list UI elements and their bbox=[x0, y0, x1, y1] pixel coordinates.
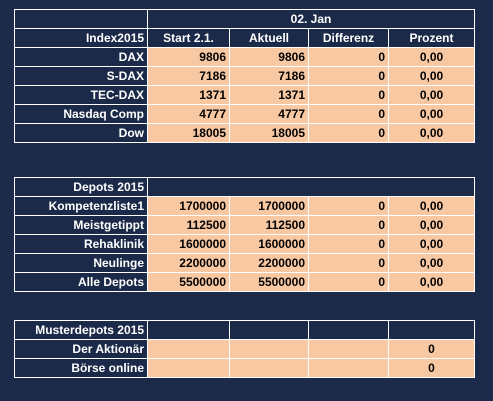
table-row: Alle Depots 5500000 5500000 0 0,00 bbox=[14, 272, 475, 292]
header-current[interactable]: Aktuell bbox=[229, 28, 309, 48]
current-value[interactable]: 1700000 bbox=[229, 196, 309, 216]
cell-empty[interactable] bbox=[308, 320, 389, 340]
current-value[interactable]: 5500000 bbox=[229, 272, 309, 292]
depots-header-row: Depots 2015 bbox=[14, 177, 475, 197]
diff-value[interactable]: 0 bbox=[308, 215, 389, 235]
row-label[interactable]: Alle Depots bbox=[14, 272, 148, 292]
row-label[interactable]: TEC-DAX bbox=[14, 85, 148, 105]
current-value[interactable]: 1371 bbox=[229, 85, 309, 105]
start-value[interactable] bbox=[147, 339, 230, 359]
start-value[interactable]: 5500000 bbox=[147, 272, 230, 292]
musterdepots-header-row: Musterdepots 2015 bbox=[14, 320, 475, 340]
pct-value[interactable]: 0,00 bbox=[388, 85, 475, 105]
pct-value[interactable]: 0,00 bbox=[388, 253, 475, 273]
depots-table: Depots 2015 Kompetenzliste1 1700000 1700… bbox=[14, 177, 475, 292]
start-value[interactable]: 9806 bbox=[147, 47, 230, 67]
diff-value[interactable]: 0 bbox=[308, 253, 389, 273]
diff-value[interactable]: 0 bbox=[308, 104, 389, 124]
diff-value[interactable]: 0 bbox=[308, 196, 389, 216]
diff-value[interactable]: 0 bbox=[308, 66, 389, 86]
row-label[interactable]: S-DAX bbox=[14, 66, 148, 86]
cell-empty[interactable] bbox=[147, 320, 230, 340]
current-value[interactable] bbox=[229, 358, 309, 378]
cell-empty[interactable] bbox=[147, 177, 475, 197]
current-value[interactable]: 4777 bbox=[229, 104, 309, 124]
current-value[interactable]: 1600000 bbox=[229, 234, 309, 254]
table-row: Rehaklinik 1600000 1600000 0 0,00 bbox=[14, 234, 475, 254]
table-row: Der Aktionär 0 bbox=[14, 339, 475, 359]
current-value[interactable]: 9806 bbox=[229, 47, 309, 67]
row-label[interactable]: Meistgetippt bbox=[14, 215, 148, 235]
current-value[interactable]: 2200000 bbox=[229, 253, 309, 273]
musterdepots-title[interactable]: Musterdepots 2015 bbox=[14, 320, 148, 340]
current-value[interactable]: 112500 bbox=[229, 215, 309, 235]
header-diff[interactable]: Differenz bbox=[308, 28, 389, 48]
row-label[interactable]: Der Aktionär bbox=[14, 339, 148, 359]
pct-value[interactable]: 0,00 bbox=[388, 104, 475, 124]
pct-value[interactable]: 0,00 bbox=[388, 234, 475, 254]
table-row: Dow 18005 18005 0 0,00 bbox=[14, 123, 475, 143]
row-label[interactable]: Dow bbox=[14, 123, 148, 143]
date-row: 02. Jan bbox=[14, 9, 475, 29]
row-label[interactable]: Nasdaq Comp bbox=[14, 104, 148, 124]
column-header-row: Index2015 Start 2.1. Aktuell Differenz P… bbox=[14, 28, 475, 48]
row-label[interactable]: Kompetenzliste1 bbox=[14, 196, 148, 216]
start-value[interactable]: 112500 bbox=[147, 215, 230, 235]
table-row: Neulinge 2200000 2200000 0 0,00 bbox=[14, 253, 475, 273]
cell-empty[interactable] bbox=[14, 9, 148, 29]
header-start[interactable]: Start 2.1. bbox=[147, 28, 230, 48]
diff-value[interactable] bbox=[308, 358, 389, 378]
start-value[interactable] bbox=[147, 358, 230, 378]
cell-empty[interactable] bbox=[229, 320, 309, 340]
header-index[interactable]: Index2015 bbox=[14, 28, 148, 48]
diff-value[interactable]: 0 bbox=[308, 85, 389, 105]
table-row: Nasdaq Comp 4777 4777 0 0,00 bbox=[14, 104, 475, 124]
start-value[interactable]: 1371 bbox=[147, 85, 230, 105]
diff-value[interactable]: 0 bbox=[308, 47, 389, 67]
start-value[interactable]: 1700000 bbox=[147, 196, 230, 216]
row-label[interactable]: DAX bbox=[14, 47, 148, 67]
depots-title[interactable]: Depots 2015 bbox=[14, 177, 148, 197]
table-row: DAX 9806 9806 0 0,00 bbox=[14, 47, 475, 67]
table-row: Börse online 0 bbox=[14, 358, 475, 378]
current-value[interactable]: 18005 bbox=[229, 123, 309, 143]
date-header[interactable]: 02. Jan bbox=[147, 9, 475, 29]
start-value[interactable]: 1600000 bbox=[147, 234, 230, 254]
row-label[interactable]: Neulinge bbox=[14, 253, 148, 273]
diff-value[interactable] bbox=[308, 339, 389, 359]
table-row: Meistgetippt 112500 112500 0 0,00 bbox=[14, 215, 475, 235]
pct-value[interactable]: 0,00 bbox=[388, 215, 475, 235]
start-value[interactable]: 18005 bbox=[147, 123, 230, 143]
current-value[interactable] bbox=[229, 339, 309, 359]
pct-value[interactable]: 0,00 bbox=[388, 272, 475, 292]
current-value[interactable]: 7186 bbox=[229, 66, 309, 86]
row-label[interactable]: Rehaklinik bbox=[14, 234, 148, 254]
cell-empty[interactable] bbox=[388, 320, 475, 340]
pct-value[interactable]: 0 bbox=[388, 358, 475, 378]
diff-value[interactable]: 0 bbox=[308, 123, 389, 143]
pct-value[interactable]: 0,00 bbox=[388, 123, 475, 143]
start-value[interactable]: 7186 bbox=[147, 66, 230, 86]
pct-value[interactable]: 0 bbox=[388, 339, 475, 359]
index-table: 02. Jan Index2015 Start 2.1. Aktuell Dif… bbox=[14, 9, 475, 143]
diff-value[interactable]: 0 bbox=[308, 234, 389, 254]
table-row: TEC-DAX 1371 1371 0 0,00 bbox=[14, 85, 475, 105]
musterdepots-table: Musterdepots 2015 Der Aktionär 0 Börse o… bbox=[14, 320, 475, 378]
start-value[interactable]: 2200000 bbox=[147, 253, 230, 273]
diff-value[interactable]: 0 bbox=[308, 272, 389, 292]
row-label[interactable]: Börse online bbox=[14, 358, 148, 378]
start-value[interactable]: 4777 bbox=[147, 104, 230, 124]
pct-value[interactable]: 0,00 bbox=[388, 47, 475, 67]
table-row: S-DAX 7186 7186 0 0,00 bbox=[14, 66, 475, 86]
header-pct[interactable]: Prozent bbox=[388, 28, 475, 48]
pct-value[interactable]: 0,00 bbox=[388, 196, 475, 216]
pct-value[interactable]: 0,00 bbox=[388, 66, 475, 86]
table-row: Kompetenzliste1 1700000 1700000 0 0,00 bbox=[14, 196, 475, 216]
